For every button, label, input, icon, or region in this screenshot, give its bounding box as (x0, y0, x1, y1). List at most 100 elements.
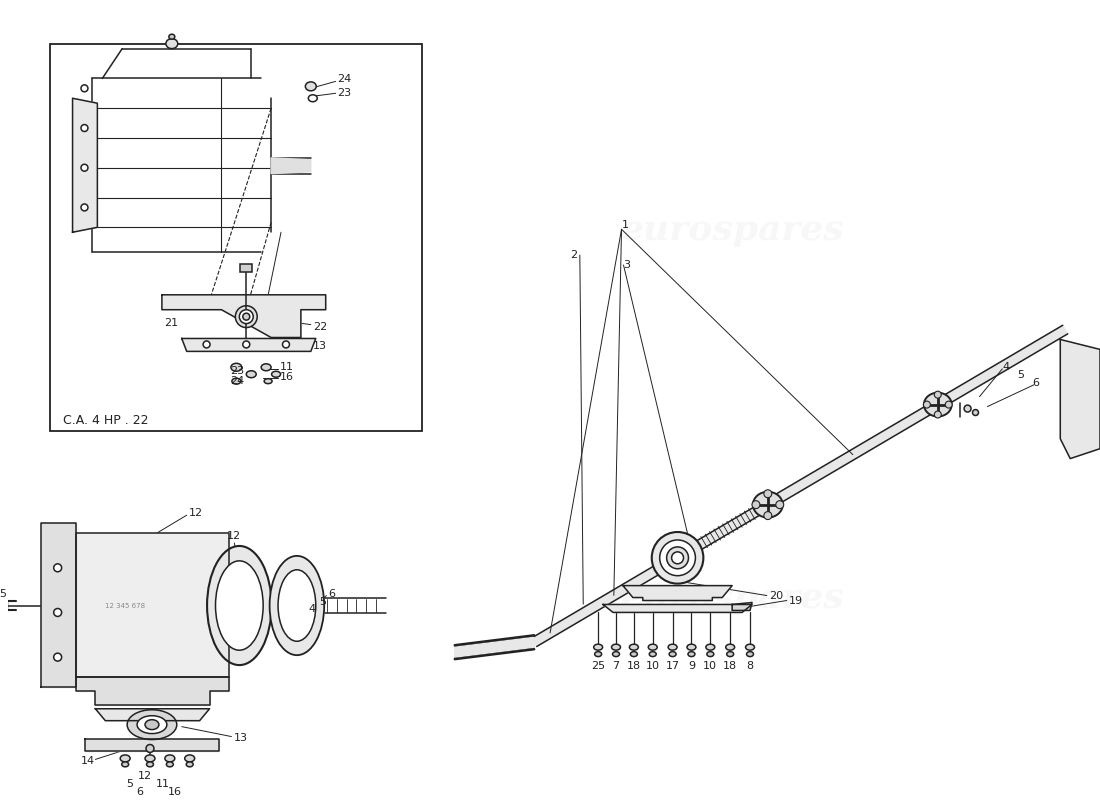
Ellipse shape (688, 652, 695, 657)
Bar (240, 264, 252, 272)
Ellipse shape (232, 378, 241, 384)
Text: 16: 16 (280, 372, 294, 382)
Ellipse shape (660, 540, 695, 576)
Ellipse shape (166, 762, 174, 767)
Ellipse shape (146, 762, 154, 767)
Text: 18: 18 (723, 661, 737, 671)
Ellipse shape (235, 306, 257, 327)
Polygon shape (73, 98, 98, 232)
Ellipse shape (146, 745, 154, 753)
Text: 12: 12 (138, 771, 152, 782)
Text: 23: 23 (338, 88, 352, 98)
Ellipse shape (283, 341, 289, 348)
Text: eurospares: eurospares (620, 581, 845, 614)
Polygon shape (182, 338, 316, 351)
Ellipse shape (81, 125, 88, 131)
Polygon shape (76, 533, 230, 677)
Text: 24: 24 (230, 376, 244, 386)
Polygon shape (162, 295, 326, 338)
Ellipse shape (924, 393, 952, 417)
Ellipse shape (934, 391, 942, 398)
Ellipse shape (145, 755, 155, 762)
Text: 20: 20 (769, 590, 783, 601)
Text: 23: 23 (230, 366, 244, 376)
Polygon shape (96, 709, 209, 721)
Ellipse shape (612, 644, 620, 650)
Ellipse shape (688, 644, 696, 650)
Ellipse shape (934, 411, 942, 418)
Polygon shape (733, 602, 752, 610)
Text: 11: 11 (156, 779, 169, 790)
Text: 13: 13 (312, 342, 327, 351)
Ellipse shape (972, 410, 979, 415)
Text: 13: 13 (233, 733, 248, 742)
Text: 4: 4 (1002, 362, 1010, 372)
Text: eurospares: eurospares (620, 214, 845, 247)
Ellipse shape (629, 644, 638, 650)
Ellipse shape (649, 652, 657, 657)
Ellipse shape (168, 34, 175, 39)
Polygon shape (1060, 339, 1100, 458)
Ellipse shape (185, 755, 195, 762)
Ellipse shape (240, 310, 253, 323)
Ellipse shape (763, 490, 772, 498)
Text: 11: 11 (280, 362, 294, 372)
Ellipse shape (243, 341, 250, 348)
Polygon shape (623, 586, 733, 601)
Text: 3: 3 (624, 260, 630, 270)
Ellipse shape (128, 710, 177, 739)
Text: 19: 19 (789, 595, 803, 606)
Ellipse shape (204, 341, 210, 348)
Ellipse shape (746, 644, 755, 650)
Ellipse shape (707, 652, 714, 657)
Ellipse shape (278, 570, 316, 642)
Text: 12: 12 (189, 508, 202, 518)
Ellipse shape (706, 644, 715, 650)
Text: 5: 5 (1018, 370, 1024, 380)
Ellipse shape (165, 755, 175, 762)
Ellipse shape (54, 609, 62, 617)
Ellipse shape (54, 564, 62, 572)
Ellipse shape (668, 644, 678, 650)
Ellipse shape (672, 552, 683, 564)
Polygon shape (230, 598, 234, 614)
Ellipse shape (231, 363, 242, 371)
Ellipse shape (246, 370, 256, 378)
Text: 6: 6 (136, 787, 144, 797)
Ellipse shape (747, 652, 754, 657)
Ellipse shape (752, 501, 760, 509)
Ellipse shape (216, 561, 263, 650)
Polygon shape (271, 158, 311, 174)
Ellipse shape (667, 547, 689, 569)
Text: C.A. 4 HP . 22: C.A. 4 HP . 22 (63, 414, 148, 427)
Polygon shape (86, 738, 220, 751)
Text: 25: 25 (591, 661, 605, 671)
Ellipse shape (651, 532, 703, 584)
Text: 24: 24 (338, 74, 352, 84)
Ellipse shape (754, 492, 783, 518)
Bar (50, 44, 422, 431)
Ellipse shape (594, 644, 603, 650)
Text: 4: 4 (309, 605, 316, 614)
Ellipse shape (270, 556, 324, 655)
Text: 10: 10 (646, 661, 660, 671)
Text: 21: 21 (164, 318, 178, 328)
Text: 15: 15 (0, 589, 8, 598)
Ellipse shape (120, 755, 130, 762)
Text: 7: 7 (613, 661, 619, 671)
Ellipse shape (264, 378, 272, 384)
Text: 10: 10 (703, 661, 717, 671)
Text: 18: 18 (627, 661, 641, 671)
Text: 6: 6 (329, 589, 336, 598)
Ellipse shape (207, 546, 272, 665)
Ellipse shape (595, 652, 602, 657)
Polygon shape (41, 523, 76, 687)
Ellipse shape (138, 716, 167, 734)
Polygon shape (454, 638, 535, 657)
Ellipse shape (272, 371, 280, 378)
Ellipse shape (776, 501, 783, 509)
Polygon shape (531, 326, 1068, 646)
Ellipse shape (81, 164, 88, 171)
Polygon shape (603, 605, 752, 613)
Text: 17: 17 (666, 661, 680, 671)
